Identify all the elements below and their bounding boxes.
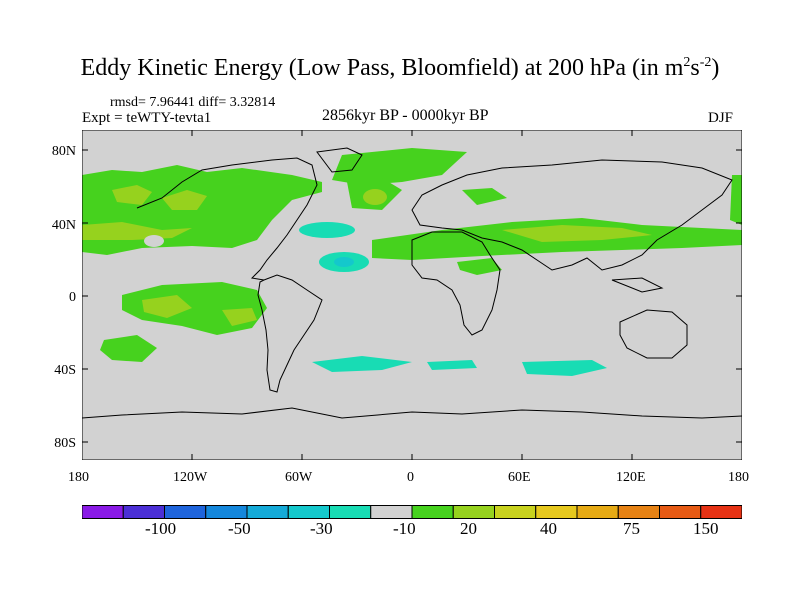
field-yg-1 bbox=[112, 185, 152, 205]
lat-label: 80S bbox=[54, 436, 76, 451]
coast-indonesia bbox=[611, 277, 664, 293]
colorbar-label: 20 bbox=[460, 519, 477, 538]
map-panel bbox=[82, 130, 742, 460]
colorbar-label: -100 bbox=[145, 519, 177, 538]
colorbar-swatch bbox=[287, 505, 330, 519]
field-green-east-edge bbox=[730, 175, 742, 225]
lat-label: 40N bbox=[51, 218, 76, 233]
field-yg-natl bbox=[363, 189, 387, 205]
plot-title: Eddy Kinetic Energy (Low Pass, Bloomfiel… bbox=[80, 55, 720, 81]
field-cyan-natl bbox=[299, 222, 355, 238]
field-cyan-sio2 bbox=[522, 360, 607, 376]
lon-ticks bbox=[82, 130, 742, 460]
field-yg-spac2 bbox=[222, 308, 257, 326]
lon-label: 120E bbox=[616, 470, 646, 485]
lat-ticks bbox=[82, 149, 742, 443]
lon-label: 0 bbox=[407, 470, 414, 485]
colorbar-swatch bbox=[659, 505, 702, 519]
experiment-label: Expt = teWTY-tevta1 bbox=[82, 110, 212, 126]
coast-africa bbox=[411, 231, 501, 336]
field-yg-jet bbox=[502, 225, 652, 242]
coast-greenland bbox=[316, 147, 363, 173]
field-yg-2 bbox=[162, 190, 207, 210]
stats-line: rmsd= 7.96441 diff= 3.32814 bbox=[110, 95, 276, 110]
season-label: DJF bbox=[708, 110, 734, 126]
colorbar-swatch bbox=[494, 505, 537, 519]
colorbar-swatch bbox=[535, 505, 578, 519]
colorbar-swatch bbox=[411, 505, 454, 519]
anomaly-fields bbox=[82, 148, 742, 376]
colorbar-label: -30 bbox=[310, 519, 333, 538]
colorbar-swatch bbox=[205, 505, 248, 519]
colorbar-label: 150 bbox=[693, 519, 719, 538]
field-green-arctic bbox=[332, 148, 467, 185]
field-cyan-satl bbox=[312, 356, 412, 372]
colorbar-swatch bbox=[164, 505, 207, 519]
colorbar-label: 40 bbox=[540, 519, 557, 538]
field-yg-3 bbox=[82, 222, 192, 240]
lon-label: 120W bbox=[173, 470, 208, 485]
field-gap bbox=[144, 235, 164, 247]
colorbar-swatch bbox=[246, 505, 289, 519]
coastlines bbox=[82, 147, 742, 419]
field-cyan-sio bbox=[427, 360, 477, 370]
lat-label: 0 bbox=[69, 290, 76, 305]
lon-label: 60E bbox=[508, 470, 531, 485]
coast-antarctica bbox=[82, 407, 742, 419]
field-green-europe bbox=[462, 188, 507, 205]
lon-label: 60W bbox=[285, 470, 313, 485]
colorbar-swatch bbox=[576, 505, 619, 519]
colorbar-swatch bbox=[122, 505, 165, 519]
coast-south-america bbox=[257, 274, 323, 393]
colorbar-swatch bbox=[370, 505, 413, 519]
colorbar-label: -10 bbox=[393, 519, 416, 538]
colorbar bbox=[82, 505, 742, 519]
field-green-spac3 bbox=[100, 335, 157, 362]
coast-eurasia bbox=[411, 159, 733, 271]
period-label: 2856kyr BP - 0000kyr BP bbox=[322, 107, 489, 124]
colorbar-label: -50 bbox=[228, 519, 251, 538]
colorbar-swatch bbox=[452, 505, 495, 519]
colorbar-swatch bbox=[329, 505, 372, 519]
field-yg-spac1 bbox=[142, 295, 192, 318]
lat-label: 80N bbox=[51, 144, 76, 159]
field-teal-tropatl bbox=[334, 257, 354, 267]
colorbar-label: 75 bbox=[623, 519, 640, 538]
coast-north-america bbox=[136, 157, 318, 281]
field-green-africa bbox=[457, 258, 502, 275]
colorbar-swatch bbox=[700, 505, 742, 519]
colorbar-swatch bbox=[82, 505, 124, 519]
lat-label: 40S bbox=[54, 363, 76, 378]
coast-australia bbox=[619, 309, 688, 359]
lon-label: 180 bbox=[68, 470, 89, 485]
colorbar-swatch bbox=[617, 505, 660, 519]
lon-label: 180 bbox=[728, 470, 749, 485]
